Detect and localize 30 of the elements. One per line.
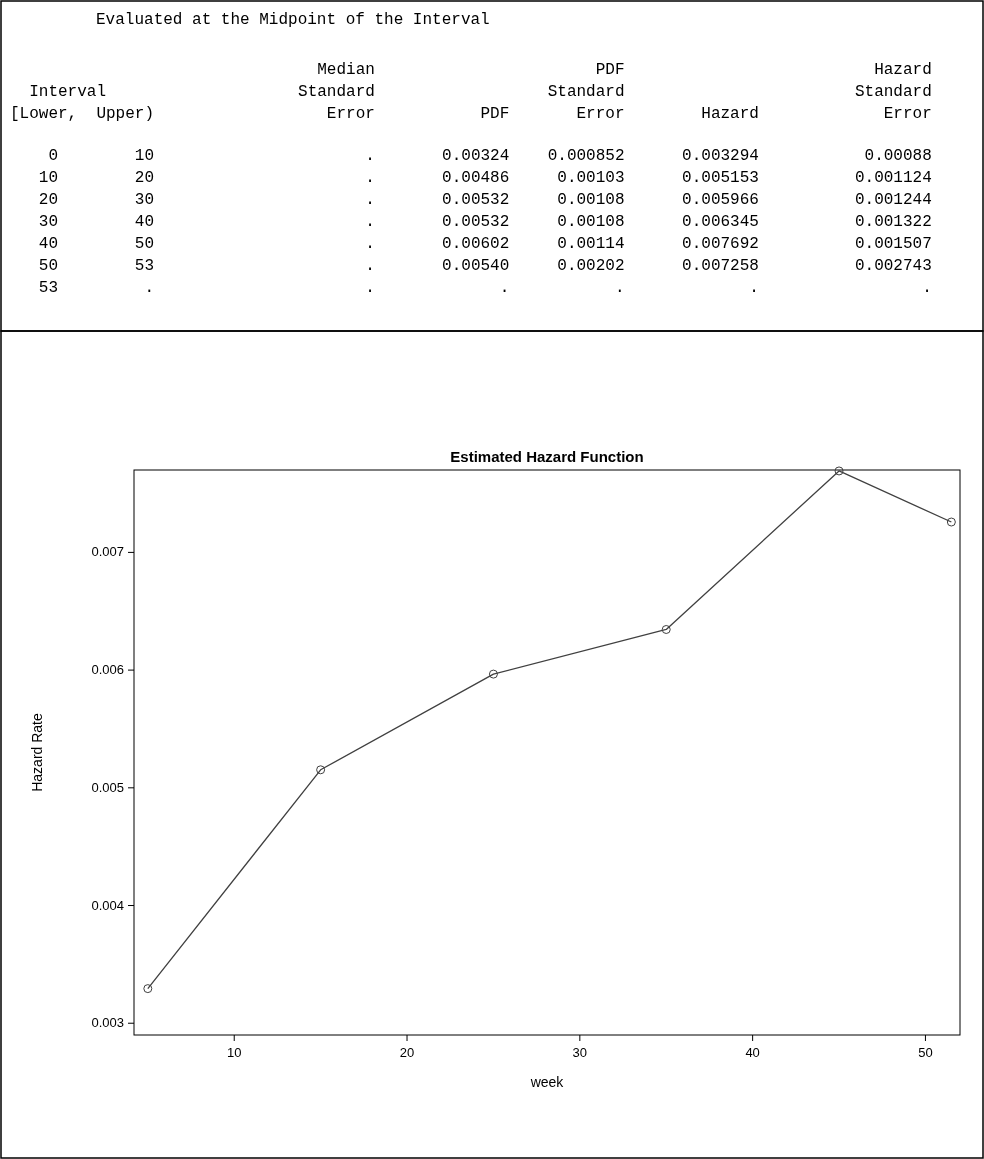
x-tick-label: 30 bbox=[572, 1045, 588, 1060]
point bbox=[946, 517, 956, 527]
y-tick-label: 0.004 bbox=[91, 897, 124, 913]
point bbox=[488, 669, 498, 679]
y-tick-label: 0.003 bbox=[91, 1015, 124, 1031]
point bbox=[661, 625, 671, 634]
text: 53 . . . . . . bbox=[10, 279, 932, 297]
x-tick-label: 50 bbox=[918, 1045, 933, 1060]
x-axis-title: week bbox=[529, 1074, 565, 1090]
y-tick-label: 0.006 bbox=[91, 662, 124, 678]
text: 40 50 . 0.00602 0.00114 0.007692 0.001507 bbox=[10, 235, 932, 253]
text: 30 40 . 0.00532 0.00108 0.006345 0.001322 bbox=[10, 213, 932, 231]
y-tick-label: 0.007 bbox=[91, 544, 124, 560]
y-tick-label: 0.005 bbox=[91, 779, 124, 795]
x-tick-label: 10 bbox=[226, 1045, 242, 1060]
text: Median PDF Hazard bbox=[10, 61, 932, 79]
text: 50 53 . 0.00540 0.00202 0.007258 0.002743 bbox=[10, 257, 932, 275]
text: 10 20 . 0.00486 0.00103 0.005153 0.001124 bbox=[10, 169, 932, 187]
point bbox=[143, 984, 153, 994]
text: 0 10 . 0.00324 0.000852 0.003294 0.00088 bbox=[10, 147, 932, 165]
x-tick-label: 40 bbox=[745, 1045, 760, 1060]
point bbox=[834, 466, 844, 476]
text: Interval Standard Standard Standard bbox=[10, 83, 932, 101]
text: [Lower, Upper) Error PDF Error Hazard Error bbox=[10, 105, 932, 123]
y-axis-title: Hazard Rate bbox=[29, 712, 45, 792]
text: Evaluated at the Midpoint of the Interval bbox=[0, 11, 490, 29]
chart-title: Estimated Hazard Function bbox=[450, 448, 644, 465]
text: 20 30 . 0.00532 0.00108 0.005966 0.001244 bbox=[10, 191, 932, 209]
x-tick-label: 20 bbox=[399, 1045, 415, 1060]
point bbox=[316, 765, 326, 775]
